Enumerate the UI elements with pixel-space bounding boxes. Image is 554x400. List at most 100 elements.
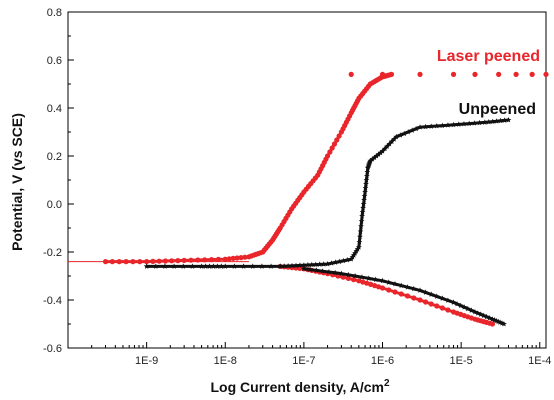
data-point	[428, 123, 435, 129]
data-point	[360, 205, 366, 211]
data-point	[301, 265, 307, 272]
data-point	[152, 263, 159, 269]
data-point	[356, 278, 362, 284]
axes-layer: 1E-9 1E-8 1E-7 1E-6 1E-5 1E-4 -0.6 -0.4 -0.2 0.0 0…	[43, 7, 551, 367]
data-point	[297, 262, 303, 268]
data-point	[398, 291, 404, 297]
data-point	[409, 127, 415, 133]
data-point	[373, 153, 380, 159]
data-point	[359, 274, 365, 280]
data-point	[372, 276, 379, 283]
data-point	[215, 256, 222, 262]
data-point	[450, 121, 457, 128]
data-point	[361, 193, 368, 199]
series-label-unpeened: Unpeened	[459, 101, 536, 118]
data-point	[428, 301, 434, 307]
data-point	[413, 125, 419, 132]
data-point	[329, 145, 335, 151]
data-point	[368, 281, 374, 287]
data-point	[334, 137, 340, 143]
data-point	[206, 263, 213, 269]
data-point	[332, 259, 339, 265]
data-point	[471, 120, 478, 126]
data-point	[466, 120, 473, 127]
data-point	[450, 71, 457, 77]
series-layer	[68, 71, 549, 327]
data-point	[361, 197, 367, 203]
data-point	[352, 273, 358, 279]
data-point	[364, 173, 370, 179]
data-point	[210, 263, 217, 269]
data-point	[222, 263, 229, 269]
data-point	[379, 277, 386, 284]
data-point	[379, 148, 386, 154]
data-point	[324, 261, 331, 267]
data-point	[372, 283, 378, 289]
data-point	[169, 258, 175, 264]
series-unpeened	[143, 117, 512, 327]
data-point	[393, 133, 400, 140]
data-point	[359, 209, 366, 215]
data-point	[388, 138, 395, 145]
data-point	[381, 145, 388, 152]
data-point	[428, 291, 435, 297]
data-point	[391, 136, 397, 142]
data-point	[332, 269, 338, 276]
x-axis-title: Log Current density, A/cm2	[210, 378, 389, 395]
data-point	[433, 123, 440, 129]
data-point	[162, 258, 168, 264]
data-point	[543, 71, 549, 77]
data-point	[485, 119, 492, 125]
data-point	[362, 189, 368, 195]
data-point	[472, 71, 478, 77]
y-tick-label: 0.4	[47, 103, 62, 115]
data-point	[501, 321, 507, 327]
data-point	[398, 282, 405, 289]
data-point	[445, 297, 451, 303]
data-point	[320, 261, 327, 267]
data-point	[501, 117, 508, 123]
data-point	[384, 143, 390, 149]
data-point	[371, 154, 378, 161]
data-point	[369, 156, 376, 162]
data-point	[355, 244, 362, 250]
data-point	[476, 119, 483, 126]
data-point	[238, 255, 244, 261]
y-tick-label: -0.2	[43, 247, 62, 259]
data-point	[304, 262, 311, 268]
data-point	[175, 258, 181, 264]
data-point	[351, 277, 357, 283]
data-point	[331, 141, 338, 147]
data-point	[277, 263, 284, 269]
data-point	[455, 121, 462, 127]
data-point	[388, 71, 395, 77]
data-point	[379, 71, 386, 77]
data-point	[328, 260, 335, 266]
data-point	[439, 122, 446, 129]
data-point	[218, 263, 225, 269]
data-point	[143, 263, 150, 269]
y-tick-label: 0.6	[47, 55, 62, 67]
data-point	[397, 132, 404, 138]
x-tick-label: 1E-8	[214, 355, 237, 367]
data-point	[319, 268, 326, 274]
data-point	[202, 263, 209, 269]
y-tick-label: -0.6	[43, 343, 62, 355]
data-point	[385, 279, 392, 285]
data-point	[202, 257, 208, 263]
data-point	[367, 157, 374, 164]
data-point	[336, 133, 342, 139]
data-point	[181, 257, 187, 263]
data-point	[249, 263, 256, 269]
data-point	[340, 257, 347, 264]
data-point	[180, 263, 187, 269]
data-point	[358, 223, 364, 229]
data-point	[359, 213, 365, 219]
data-point	[365, 275, 372, 281]
data-point	[268, 263, 274, 269]
data-point	[308, 261, 315, 268]
data-point	[259, 263, 265, 269]
data-point	[417, 124, 423, 130]
data-point	[301, 262, 307, 268]
data-point	[417, 297, 423, 303]
